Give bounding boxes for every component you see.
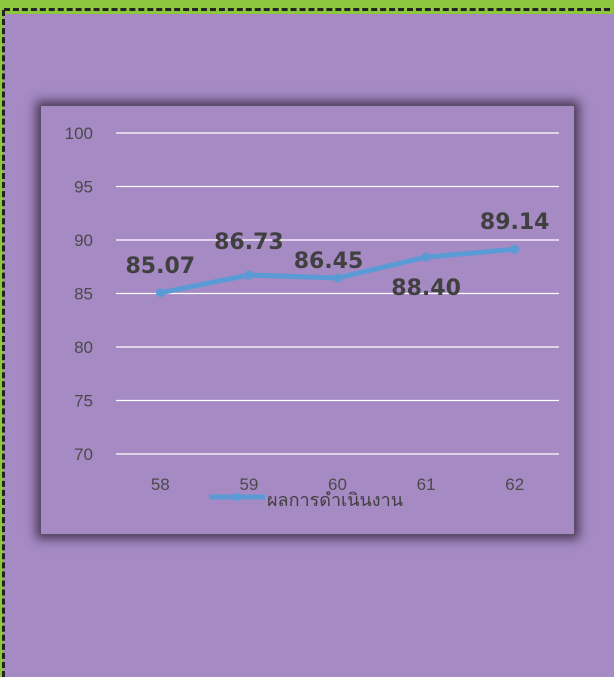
line-chart: 70 75 80 85 90 95 100 58 59 60 61 62 85.07 86.73 86.… <box>65 124 559 511</box>
x-tick-label: 62 <box>505 475 524 494</box>
left-dashed-border <box>2 10 5 677</box>
x-tick-label: 58 <box>151 475 170 494</box>
y-tick-label: 70 <box>74 445 93 464</box>
legend: ผลการดำเนินงาน <box>209 490 403 511</box>
data-point <box>244 270 254 280</box>
x-axis-ticks: 58 59 60 61 62 <box>151 475 524 494</box>
left-border <box>0 0 3 677</box>
data-point <box>333 273 342 283</box>
data-point <box>421 252 431 262</box>
x-tick-label: 59 <box>239 475 258 494</box>
data-points <box>155 244 520 298</box>
data-label: 86.45 <box>294 249 364 274</box>
top-border <box>0 0 614 14</box>
y-tick-label: 85 <box>74 285 93 304</box>
data-point <box>510 244 520 254</box>
y-axis-ticks: 70 75 80 85 90 95 100 <box>65 124 93 464</box>
y-tick-label: 75 <box>74 392 93 411</box>
x-tick-label: 61 <box>417 475 436 494</box>
y-tick-label: 80 <box>74 338 93 357</box>
data-label: 89.14 <box>480 210 550 235</box>
legend-marker <box>233 493 241 501</box>
top-dashed-border <box>4 8 610 11</box>
data-labels: 85.07 86.73 86.45 88.40 89.14 <box>126 210 550 301</box>
y-tick-label: 90 <box>74 231 93 250</box>
y-tick-label: 100 <box>65 124 93 143</box>
x-tick-label: 60 <box>328 475 347 494</box>
legend-label: ผลการดำเนินงาน <box>267 490 403 511</box>
chart-frame: 70 75 80 85 90 95 100 58 59 60 61 62 85.07 86.73 86.… <box>41 106 574 534</box>
data-label: 86.73 <box>214 230 284 255</box>
data-point <box>155 288 165 298</box>
y-tick-label: 95 <box>74 178 93 197</box>
gridlines <box>116 132 559 455</box>
data-label: 85.07 <box>126 254 196 279</box>
data-label: 88.40 <box>391 276 461 301</box>
